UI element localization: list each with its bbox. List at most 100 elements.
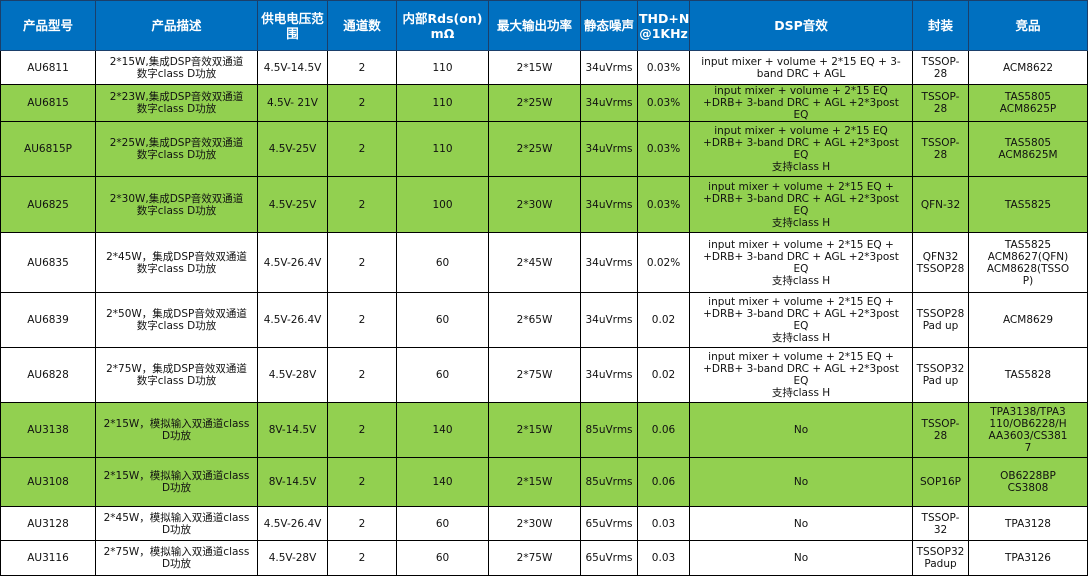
table-row: AU3128 2*45W，模拟输入双通道class D功放 4.5V-26.4V 2 6…: [0, 506, 1088, 541]
table-row: AU6828 2*75W，集成DSP音效双通道 数字class D功放 4.5V-2…: [0, 347, 1088, 403]
cell-package: TSSOP- 32: [912, 506, 969, 541]
cell-noise: 65uVrms: [580, 506, 638, 541]
header-max-power: 最大输出功率: [488, 0, 581, 51]
cell-thd: 0.03: [637, 540, 690, 576]
cell-noise: 34uVrms: [580, 292, 638, 348]
cell-noise: 34uVrms: [580, 347, 638, 403]
cell-thd: 0.03%: [637, 84, 690, 122]
cell-voltage: 4.5V-25V: [257, 176, 328, 233]
cell-voltage: 8V-14.5V: [257, 402, 328, 458]
cell-voltage: 4.5V-26.4V: [257, 506, 328, 541]
cell-dsp: input mixer + volume + 2*15 EQ +DRB+ 3-b…: [689, 121, 913, 177]
cell-dsp: input mixer + volume + 2*15 EQ + 3- band…: [689, 50, 913, 85]
cell-package: TSSOP- 28: [912, 402, 969, 458]
cell-model: AU6835: [0, 232, 96, 293]
cell-thd: 0.03%: [637, 50, 690, 85]
cell-package: TSSOP- 28: [912, 121, 969, 177]
table-row: AU3138 2*15W，模拟输入双通道class D功放 8V-14.5V 2 140…: [0, 402, 1088, 458]
cell-desc: 2*30W,集成DSP音效双通道 数字class D功放: [95, 176, 258, 233]
cell-thd: 0.03%: [637, 121, 690, 177]
cell-desc: 2*50W，集成DSP音效双通道 数字class D功放: [95, 292, 258, 348]
cell-competitor: ACM8629: [968, 292, 1088, 348]
cell-rds: 110: [396, 84, 489, 122]
cell-voltage: 8V-14.5V: [257, 457, 328, 507]
cell-model: AU3138: [0, 402, 96, 458]
cell-dsp: input mixer + volume + 2*15 EQ + +DRB+ 3…: [689, 292, 913, 348]
header-package: 封装: [912, 0, 969, 51]
cell-channels: 2: [327, 84, 397, 122]
cell-dsp: No: [689, 457, 913, 507]
cell-desc: 2*45W，集成DSP音效双通道 数字class D功放: [95, 232, 258, 293]
cell-noise: 34uVrms: [580, 176, 638, 233]
header-description: 产品描述: [95, 0, 258, 51]
cell-desc: 2*75W，集成DSP音效双通道 数字class D功放: [95, 347, 258, 403]
cell-power: 2*15W: [488, 50, 581, 85]
cell-model: AU6839: [0, 292, 96, 348]
cell-channels: 2: [327, 232, 397, 293]
cell-desc: 2*25W,集成DSP音效双通道 数字class D功放: [95, 121, 258, 177]
header-thd: THD+N @1KHz: [637, 0, 690, 51]
cell-competitor: TAS5805 ACM8625M: [968, 121, 1088, 177]
cell-competitor: ACM8622: [968, 50, 1088, 85]
cell-desc: 2*15W，模拟输入双通道class D功放: [95, 402, 258, 458]
cell-noise: 85uVrms: [580, 457, 638, 507]
cell-package: QFN32 TSSOP28: [912, 232, 969, 293]
cell-noise: 65uVrms: [580, 540, 638, 576]
cell-competitor: TAS5825: [968, 176, 1088, 233]
table-row: AU3108 2*15W，模拟输入双通道class D功放 8V-14.5V 2 140…: [0, 457, 1088, 507]
cell-rds: 60: [396, 540, 489, 576]
cell-rds: 110: [396, 50, 489, 85]
cell-thd: 0.03: [637, 506, 690, 541]
cell-voltage: 4.5V-28V: [257, 347, 328, 403]
cell-model: AU3116: [0, 540, 96, 576]
cell-noise: 34uVrms: [580, 232, 638, 293]
cell-channels: 2: [327, 540, 397, 576]
cell-thd: 0.06: [637, 457, 690, 507]
cell-package: TSSOP- 28: [912, 50, 969, 85]
cell-power: 2*75W: [488, 347, 581, 403]
cell-competitor: TPA3138/TPA3 110/OB6228/H AA3603/CS381 7: [968, 402, 1088, 458]
cell-package: TSSOP28 Pad up: [912, 292, 969, 348]
cell-desc: 2*15W，模拟输入双通道class D功放: [95, 457, 258, 507]
cell-voltage: 4.5V-14.5V: [257, 50, 328, 85]
cell-channels: 2: [327, 457, 397, 507]
cell-dsp: No: [689, 506, 913, 541]
cell-model: AU3108: [0, 457, 96, 507]
cell-package: SOP16P: [912, 457, 969, 507]
header-voltage: 供电电压范围: [257, 0, 328, 51]
cell-desc: 2*45W，模拟输入双通道class D功放: [95, 506, 258, 541]
cell-dsp: input mixer + volume + 2*15 EQ + +DRB+ 3…: [689, 232, 913, 293]
cell-rds: 100: [396, 176, 489, 233]
cell-thd: 0.06: [637, 402, 690, 458]
cell-channels: 2: [327, 176, 397, 233]
cell-model: AU6825: [0, 176, 96, 233]
cell-package: QFN-32: [912, 176, 969, 233]
cell-noise: 34uVrms: [580, 50, 638, 85]
cell-dsp: No: [689, 402, 913, 458]
cell-rds: 60: [396, 506, 489, 541]
table-row: AU6839 2*50W，集成DSP音效双通道 数字class D功放 4.5V-2…: [0, 292, 1088, 348]
cell-desc: 2*15W,集成DSP音效双通道 数字class D功放: [95, 50, 258, 85]
cell-power: 2*30W: [488, 176, 581, 233]
cell-noise: 85uVrms: [580, 402, 638, 458]
cell-rds: 60: [396, 232, 489, 293]
table-row: AU6815P 2*25W,集成DSP音效双通道 数字class D功放 4.5V-…: [0, 121, 1088, 177]
cell-package: TSSOP32 Padup: [912, 540, 969, 576]
header-rds-on: 内部Rds(on) mΩ: [396, 0, 489, 51]
cell-power: 2*65W: [488, 292, 581, 348]
cell-voltage: 4.5V-28V: [257, 540, 328, 576]
header-row: 产品型号 产品描述 供电电压范围 通道数 内部Rds(on) mΩ 最大输出功率…: [0, 0, 1088, 51]
table-row: AU3116 2*75W，模拟输入双通道class D功放 4.5V-28V 2 60 2…: [0, 540, 1088, 576]
cell-channels: 2: [327, 292, 397, 348]
cell-dsp: No: [689, 540, 913, 576]
cell-voltage: 4.5V-26.4V: [257, 292, 328, 348]
cell-competitor: TAS5825 ACM8627(QFN) ACM8628(TSSO P): [968, 232, 1088, 293]
cell-dsp: input mixer + volume + 2*15 EQ + +DRB+ 3…: [689, 347, 913, 403]
cell-rds: 60: [396, 292, 489, 348]
cell-power: 2*25W: [488, 121, 581, 177]
cell-desc: 2*75W，模拟输入双通道class D功放: [95, 540, 258, 576]
header-noise: 静态噪声: [580, 0, 638, 51]
cell-rds: 110: [396, 121, 489, 177]
cell-power: 2*25W: [488, 84, 581, 122]
